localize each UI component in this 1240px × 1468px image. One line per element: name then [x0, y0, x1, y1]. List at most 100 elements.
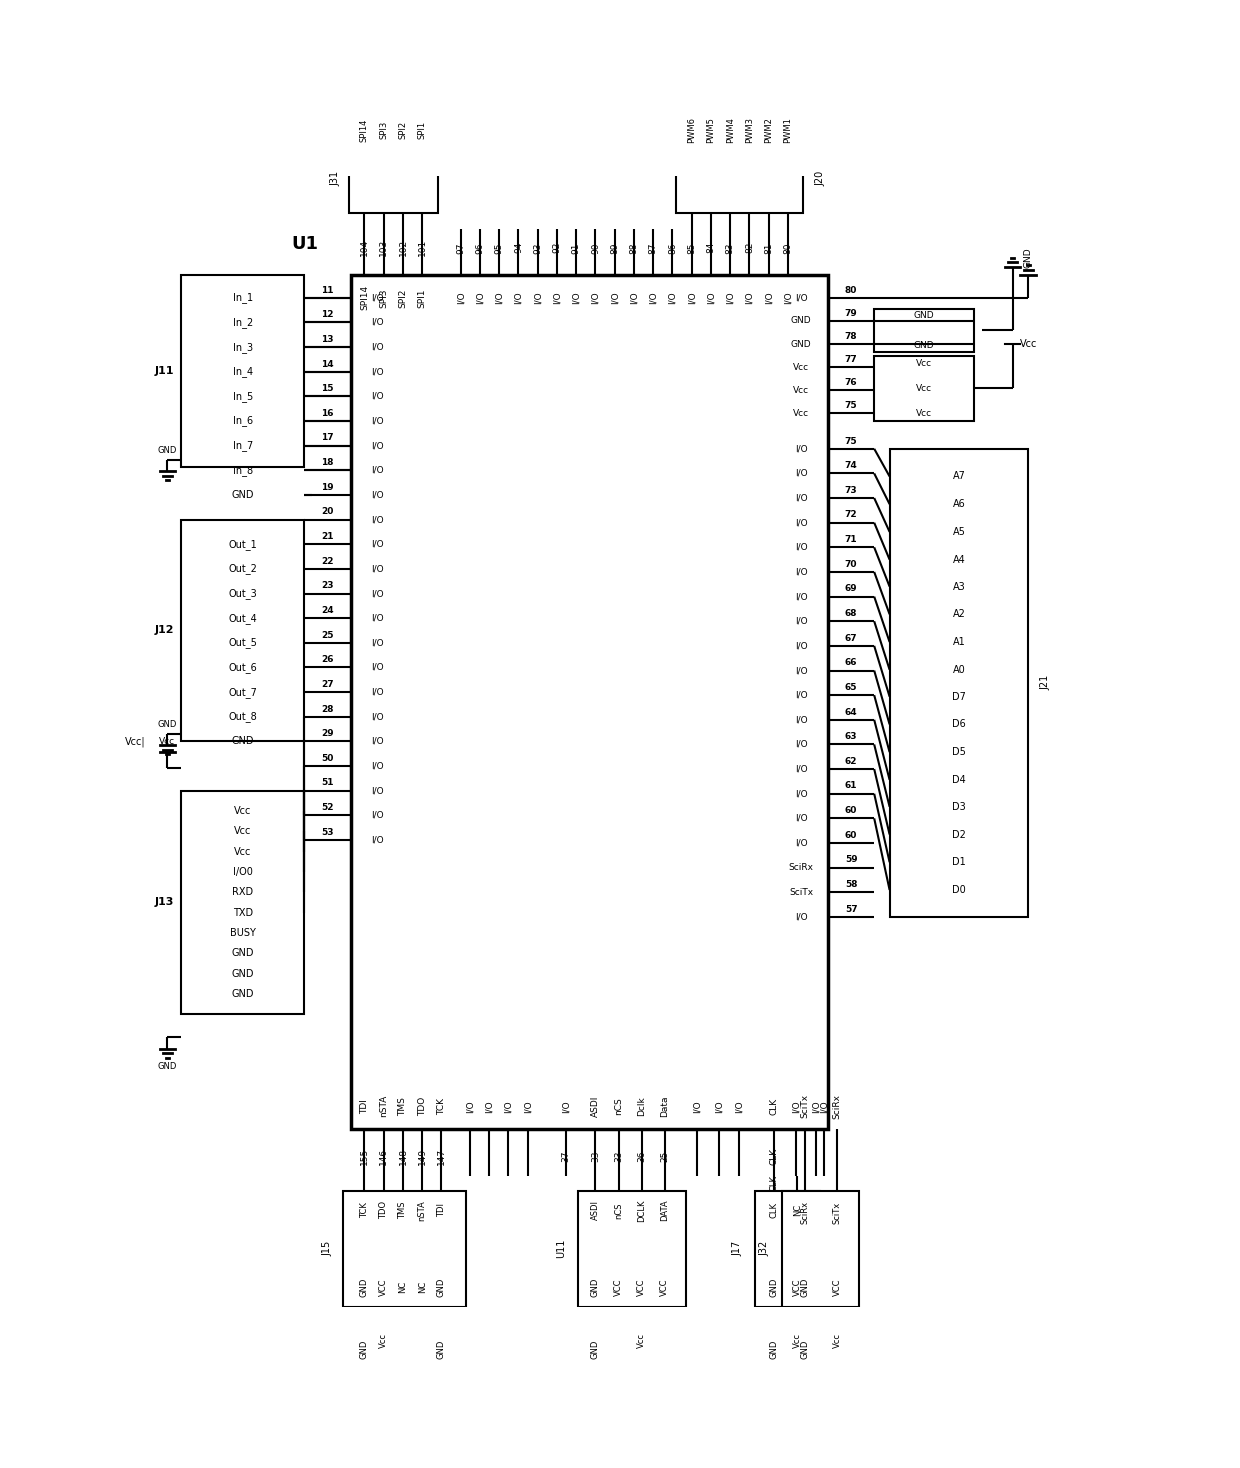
Text: I/O: I/O [795, 543, 807, 552]
Text: 27: 27 [321, 680, 334, 688]
Text: In_7: In_7 [233, 440, 253, 451]
Text: VCC: VCC [379, 1279, 388, 1296]
Text: SciRx: SciRx [789, 863, 813, 872]
Text: I/O: I/O [562, 1100, 570, 1113]
Text: I/O: I/O [591, 292, 600, 304]
Text: PWM4: PWM4 [725, 117, 735, 142]
Text: GND: GND [591, 1277, 600, 1296]
Text: A3: A3 [952, 581, 965, 592]
Text: I/O: I/O [456, 292, 465, 304]
Text: Vcc: Vcc [159, 737, 175, 746]
Text: SciTx: SciTx [800, 1094, 810, 1119]
Text: GND: GND [770, 1277, 779, 1296]
Text: VCC: VCC [614, 1279, 622, 1296]
Text: PWM1: PWM1 [784, 117, 792, 142]
Text: 73: 73 [844, 486, 857, 495]
Text: DCLK: DCLK [637, 1199, 646, 1221]
Text: Out_8: Out_8 [228, 712, 257, 722]
Bar [889, 449, 1028, 918]
Text: J17: J17 [733, 1240, 743, 1257]
Text: 82: 82 [745, 242, 754, 254]
Text: A2: A2 [952, 609, 965, 619]
Text: Vcc: Vcc [916, 408, 932, 418]
Text: GND: GND [436, 1340, 446, 1359]
Text: I/O: I/O [795, 568, 807, 577]
Text: CLK: CLK [770, 1176, 779, 1192]
Text: 13: 13 [321, 335, 334, 344]
Text: I/O: I/O [795, 468, 807, 479]
Text: 33: 33 [614, 1151, 622, 1163]
Text: GND: GND [591, 1340, 600, 1359]
Text: 62: 62 [844, 757, 857, 766]
Text: I/O: I/O [795, 740, 807, 749]
Text: D1: D1 [952, 857, 966, 868]
Text: 17: 17 [321, 433, 334, 442]
Text: 16: 16 [321, 408, 334, 418]
Text: I/O: I/O [795, 813, 807, 824]
Text: 91: 91 [572, 242, 580, 254]
Text: Out_5: Out_5 [228, 637, 257, 649]
Text: Dclk: Dclk [637, 1097, 646, 1116]
Text: nCS: nCS [614, 1202, 622, 1218]
Text: 70: 70 [844, 559, 857, 568]
Text: I/O: I/O [820, 1100, 828, 1113]
Text: U11: U11 [556, 1239, 565, 1258]
Text: 104: 104 [360, 239, 370, 257]
Text: Out_6: Out_6 [228, 662, 257, 672]
Text: 83: 83 [725, 242, 735, 254]
Text: I/O: I/O [371, 490, 384, 499]
Text: TCK: TCK [360, 1202, 370, 1218]
Text: GND: GND [436, 1277, 446, 1296]
Text: GND: GND [770, 1340, 779, 1359]
Text: GND: GND [232, 989, 254, 998]
Text: TDI: TDI [360, 1100, 370, 1114]
Text: PWM5: PWM5 [707, 117, 715, 142]
Text: 63: 63 [844, 733, 857, 741]
Text: I/O: I/O [513, 292, 523, 304]
Text: U1: U1 [291, 235, 317, 252]
Text: Vcc: Vcc [794, 386, 810, 395]
Text: 50: 50 [321, 753, 334, 763]
Text: I/O: I/O [371, 589, 384, 597]
Text: 25: 25 [660, 1151, 670, 1163]
Text: 24: 24 [321, 606, 334, 615]
Text: 86: 86 [668, 242, 677, 254]
Text: Out_2: Out_2 [228, 564, 257, 574]
Text: J20: J20 [816, 170, 826, 186]
Text: GND: GND [791, 339, 811, 348]
Text: I/O: I/O [795, 715, 807, 724]
Text: D7: D7 [952, 691, 966, 702]
Text: GND: GND [1024, 248, 1033, 269]
Text: SciRx: SciRx [800, 1201, 810, 1224]
Text: 19: 19 [321, 483, 334, 492]
Text: 28: 28 [321, 705, 334, 713]
Text: Data: Data [660, 1095, 670, 1117]
Text: 21: 21 [321, 531, 334, 542]
Text: I/O: I/O [503, 1100, 513, 1113]
Text: VCC: VCC [833, 1279, 842, 1296]
Text: PWM6: PWM6 [687, 117, 696, 142]
Text: GND: GND [157, 446, 177, 455]
Text: GND: GND [232, 948, 254, 959]
Text: GND: GND [157, 1061, 177, 1070]
Text: VCC: VCC [792, 1279, 802, 1296]
Text: Vcc: Vcc [234, 806, 252, 816]
Text: Vcc: Vcc [1019, 339, 1037, 349]
Text: ASDI: ASDI [591, 1095, 600, 1117]
Text: SPI1: SPI1 [418, 288, 427, 308]
Text: 96: 96 [475, 242, 485, 254]
Text: I/O: I/O [371, 515, 384, 524]
Text: NC: NC [418, 1282, 427, 1293]
Text: 77: 77 [844, 355, 858, 364]
Text: SciTx: SciTx [833, 1201, 842, 1224]
Text: I/O: I/O [795, 493, 807, 502]
Text: A1: A1 [952, 637, 965, 647]
Text: D2: D2 [952, 829, 966, 840]
Text: PWM3: PWM3 [745, 117, 754, 142]
Text: I/O: I/O [371, 810, 384, 819]
Text: I/O: I/O [795, 445, 807, 454]
Text: J31: J31 [330, 170, 340, 186]
Text: I/O: I/O [764, 292, 774, 304]
Text: Vcc|: Vcc| [125, 735, 145, 747]
Text: 93: 93 [533, 242, 542, 254]
